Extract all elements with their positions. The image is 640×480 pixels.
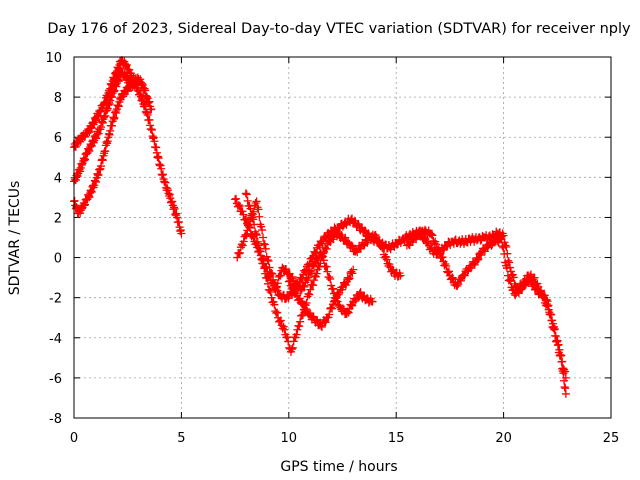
data-point-interp xyxy=(347,268,355,276)
data-point xyxy=(231,195,239,203)
y-tick-label: 10 xyxy=(45,51,62,66)
data-point-interp xyxy=(260,240,268,248)
x-tick-label: 15 xyxy=(388,431,405,446)
data-point-interp xyxy=(243,190,251,198)
vtec-scatter-chart: Day 176 of 2023, Sidereal Day-to-day VTE… xyxy=(0,0,640,480)
chart-title: Day 176 of 2023, Sidereal Day-to-day VTE… xyxy=(47,21,631,37)
y-tick-label: 0 xyxy=(54,252,62,267)
x-tick-label: 0 xyxy=(70,431,78,446)
x-axis-label: GPS time / hours xyxy=(280,459,397,475)
axis-ticks: 0 5 10 15 20 25 -8 -6 -4 -2 0 2 4 6 8 10 xyxy=(45,51,619,446)
data-point-interp xyxy=(261,240,269,248)
y-tick-label: 4 xyxy=(54,171,62,186)
x-tick-label: 5 xyxy=(177,431,185,446)
data-point-interp xyxy=(326,275,334,283)
y-tick-label: -2 xyxy=(49,292,62,307)
data-point xyxy=(253,197,261,205)
data-point-interp xyxy=(290,337,298,345)
data-point xyxy=(242,189,250,197)
data-markers xyxy=(70,56,570,398)
data-point xyxy=(562,390,570,398)
y-tick-label: 8 xyxy=(54,91,62,106)
y-tick-label: 2 xyxy=(54,211,62,226)
data-point-interp xyxy=(244,197,252,205)
x-tick-label: 20 xyxy=(495,431,512,446)
data-point-interp xyxy=(560,366,568,374)
data-point-interp xyxy=(305,291,313,299)
y-tick-label: -8 xyxy=(49,412,62,427)
data-point xyxy=(293,326,301,334)
data-point-interp xyxy=(552,332,560,340)
y-tick-label: -4 xyxy=(49,332,62,347)
y-tick-label: 6 xyxy=(54,131,62,146)
x-tick-label: 10 xyxy=(281,431,298,446)
y-tick-label: -6 xyxy=(49,372,62,387)
data-point-interp xyxy=(235,250,243,258)
data-point-interp xyxy=(295,322,303,330)
data-point-interp xyxy=(239,241,247,249)
x-tick-label: 25 xyxy=(603,431,620,446)
data-point-interp xyxy=(273,309,281,317)
y-axis-label: SDTVAR / TECUs xyxy=(7,181,23,296)
data-point-interp xyxy=(325,273,333,281)
